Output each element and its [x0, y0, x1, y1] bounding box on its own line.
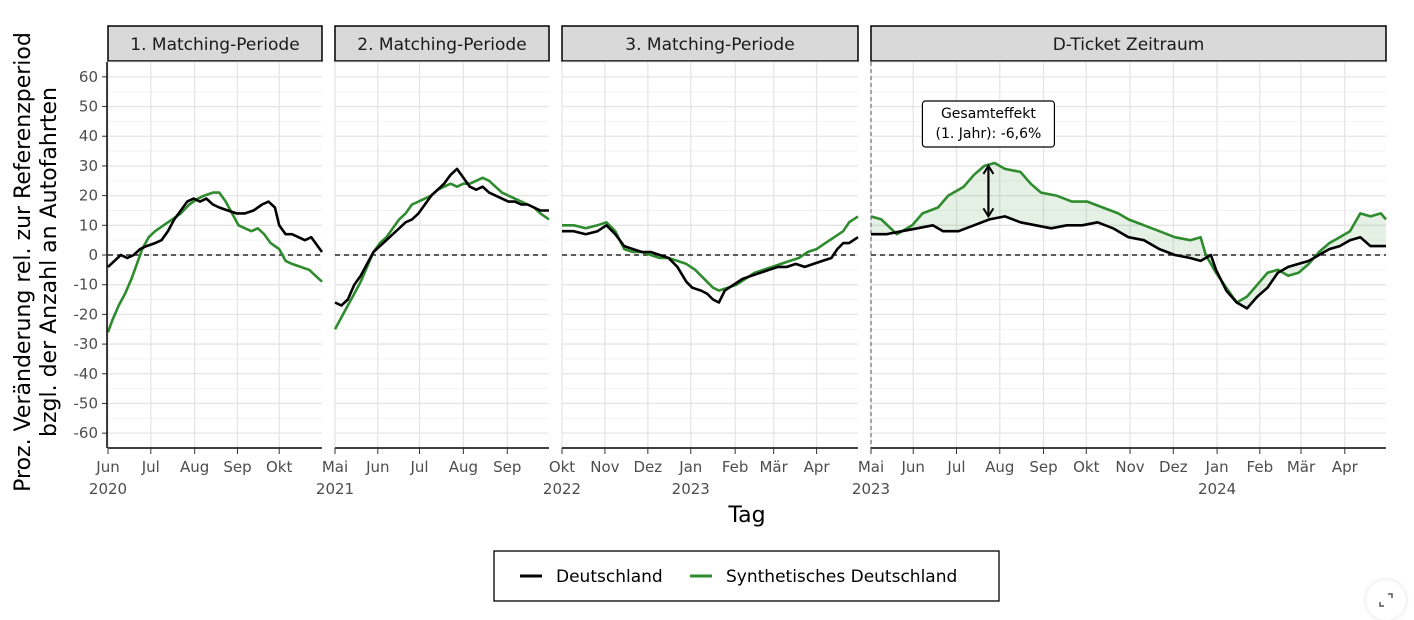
x-tick-label: Mai [322, 458, 348, 476]
x-tick-label: Mär [1287, 458, 1316, 476]
series-line-deutschland [871, 215, 1386, 310]
y-tick-label: -10 [74, 276, 99, 294]
x-tick-label: Mär [759, 458, 788, 476]
x-tick-label: Dez [634, 458, 663, 476]
x-tick-label: Jul [946, 458, 965, 476]
panel-strip [107, 25, 323, 62]
x-year-label: 2021 [316, 480, 354, 498]
y-axis-label: Proz. Veränderung rel. zur Referenzperio… [11, 32, 62, 492]
effect-arrow-head-down [982, 207, 995, 219]
y-tick-label: -50 [74, 394, 99, 412]
x-tick-label: Aug [180, 458, 209, 476]
x-axis-label: Tag [727, 503, 765, 528]
x-tick-label: Aug [449, 458, 478, 476]
legend-label: Synthetisches Deutschland [726, 567, 957, 587]
panel-strip [334, 25, 550, 62]
effect-area [871, 162, 1386, 309]
x-tick-label: Jun [365, 458, 389, 476]
y-tick-label: -20 [74, 305, 99, 323]
y-tick-label: 30 [79, 157, 98, 175]
y-axis-label-line: Proz. Veränderung rel. zur Referenzperio… [11, 32, 36, 492]
effect-arrow-head-up [982, 164, 995, 175]
panel: D-Ticket Zeitraum Mai Jun Jul Aug Sep Okt Nov De… [852, 25, 1387, 498]
x-tick-label: Sep [493, 458, 521, 476]
x-tick-label: Feb [722, 458, 749, 476]
x-tick-label: Jun [95, 458, 119, 476]
x-tick-label: Feb [1247, 458, 1274, 476]
y-tick-label: 20 [79, 187, 98, 205]
panel: 1. Matching-Periode Jun Jul Aug Sep Okt 2020 [89, 25, 324, 498]
panel-strip-label: D-Ticket Zeitraum [1053, 35, 1205, 55]
series-line-synthetisches-deutschland [333, 176, 550, 330]
y-tick-label: -40 [74, 365, 99, 383]
legend-box [493, 550, 1000, 602]
panel-strip [870, 25, 1387, 62]
legend-label: Deutschland [556, 567, 663, 587]
x-tick-label: Apr [1332, 458, 1359, 476]
legend: Deutschland Synthetisches Deutschland [493, 550, 1000, 602]
x-tick-label: Okt [266, 458, 292, 476]
expand-icon[interactable] [1366, 580, 1406, 620]
series-line-synthetisches-deutschland [562, 215, 859, 292]
panel-strip-label: 2. Matching-Periode [357, 35, 526, 55]
x-tick-label: Apr [804, 458, 831, 476]
series-line-deutschland [334, 167, 549, 307]
y-tick-label: 60 [79, 68, 98, 86]
panel-strip-label: 1. Matching-Periode [130, 35, 299, 55]
x-tick-label: Jul [409, 458, 428, 476]
x-tick-label: Mai [858, 458, 884, 476]
x-tick-label: Nov [590, 458, 619, 476]
x-tick-label: Nov [1115, 458, 1144, 476]
x-tick-label: Jan [1205, 458, 1229, 476]
panel-strip-label: 3. Matching-Periode [625, 35, 794, 55]
x-year-label: 2023 [672, 480, 710, 498]
y-tick-label: -60 [74, 424, 99, 442]
y-tick-label: 50 [79, 98, 98, 116]
annotation-text: Gesamteffekt [941, 106, 1036, 122]
panel: 3. Matching-Periode Okt Nov Dez Jan Feb Mär Apr… [543, 25, 859, 498]
x-tick-label: Sep [1029, 458, 1057, 476]
panel-strip [561, 25, 859, 62]
x-year-label: 2022 [543, 480, 581, 498]
y-axis-label-line: bzgl. der Anzahl an Autofahrten [37, 87, 62, 437]
x-tick-label: Jun [901, 458, 925, 476]
annotation-box [921, 100, 1056, 148]
series-line-synthetisches-deutschland [106, 191, 323, 333]
x-tick-label: Aug [985, 458, 1014, 476]
x-year-label: 2024 [1198, 480, 1236, 498]
x-year-label: 2020 [89, 480, 127, 498]
annotation-text: (1. Jahr): -6,6% [935, 126, 1041, 142]
x-year-label: 2023 [852, 480, 890, 498]
x-tick-label: Jul [141, 458, 160, 476]
x-tick-label: Dez [1159, 458, 1188, 476]
panel: 2. Matching-Periode Mai Jun Jul Aug Sep 2021 [316, 25, 550, 498]
y-tick-label: 10 [79, 216, 98, 234]
y-tick-label: 40 [79, 127, 98, 145]
x-tick-label: Okt [1073, 458, 1099, 476]
x-tick-label: Okt [549, 458, 575, 476]
x-tick-label: Sep [223, 458, 251, 476]
series-line-deutschland [562, 224, 859, 304]
y-tick-label: 0 [88, 246, 98, 264]
x-tick-label: Jan [678, 458, 702, 476]
y-tick-label: -30 [74, 335, 99, 353]
series-line-deutschland [107, 197, 324, 268]
